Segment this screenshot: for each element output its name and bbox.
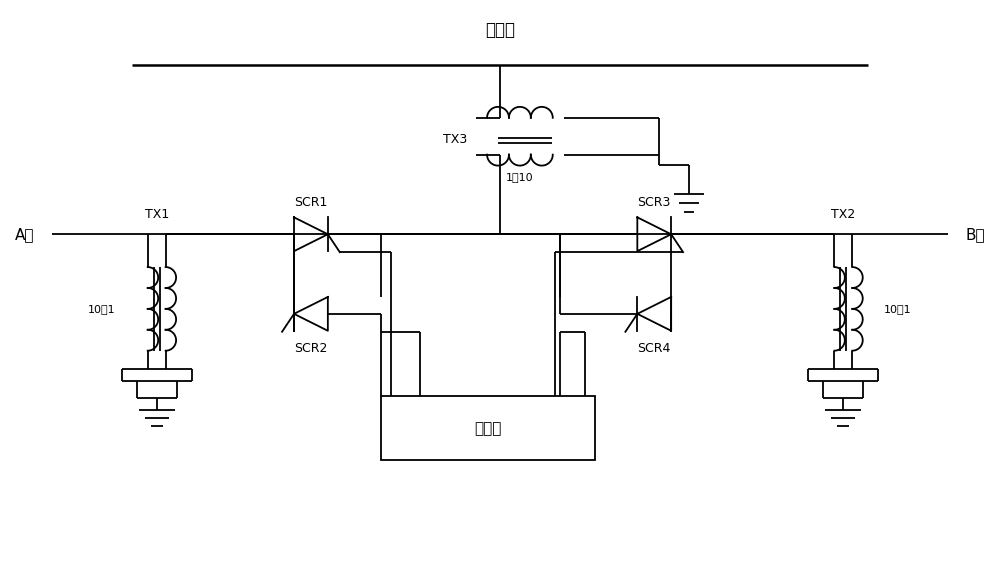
Text: 1：10: 1：10 [506,171,534,182]
Text: 中性段: 中性段 [485,21,515,39]
Text: SCR4: SCR4 [638,342,671,355]
Text: TX3: TX3 [443,133,467,146]
Text: SCR2: SCR2 [294,342,328,355]
Text: 控制器: 控制器 [474,421,501,436]
Text: 10：1: 10：1 [884,304,912,314]
Text: TX1: TX1 [145,208,169,221]
Bar [381,397,595,460]
Text: A相: A相 [15,227,34,242]
Text: SCR3: SCR3 [638,196,671,209]
Text: TX2: TX2 [831,208,855,221]
Text: B相: B相 [966,227,985,242]
Text: 10：1: 10：1 [88,304,116,314]
Text: SCR1: SCR1 [294,196,328,209]
